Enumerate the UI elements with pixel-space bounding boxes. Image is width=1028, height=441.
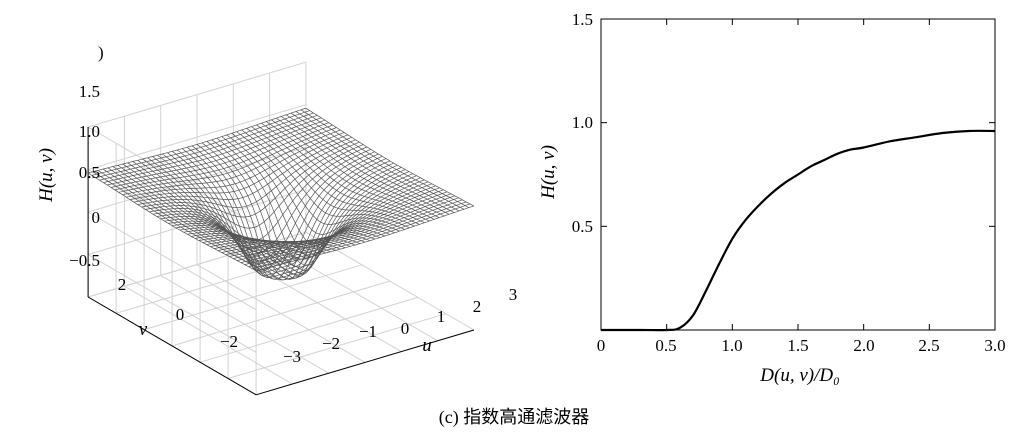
u-axis-line — [255, 329, 475, 396]
surface-plot: ) 1.5 1.0 0.5 0 −0.5 H(u, v) 2 0 −2 v −3… — [36, 43, 517, 396]
stray-mark: ) — [98, 43, 104, 62]
floor-grid-line — [115, 248, 335, 314]
v-axis-label: v — [139, 319, 148, 340]
mesh-line — [271, 119, 440, 218]
mesh-line — [145, 144, 364, 229]
u-tick-label: 0 — [401, 319, 410, 338]
z-tick-label: 0 — [92, 208, 101, 227]
mesh-line — [280, 116, 450, 215]
v-tick-label: −2 — [220, 332, 238, 351]
mesh-line — [300, 109, 470, 208]
x-axis-label: D(u, v)/D₀ — [759, 365, 839, 386]
mesh-line — [266, 121, 435, 220]
y-tick-label: 1.5 — [572, 10, 593, 29]
mesh-line — [130, 134, 349, 201]
mesh-line — [285, 114, 455, 213]
mesh-line — [126, 132, 345, 198]
y-tick-label: 1.0 — [572, 113, 593, 132]
x-tick-label: 1.5 — [787, 336, 808, 355]
u-axis-label: u — [422, 335, 432, 356]
x-tick-labels: 0 0.5 1.0 1.5 2.0 2.5 3.0 — [597, 336, 1006, 355]
z-tick-label: 1.0 — [79, 122, 100, 141]
mesh-line — [91, 110, 310, 176]
mesh-line — [256, 124, 425, 224]
mesh-line — [251, 126, 420, 225]
u-tick-label: 2 — [473, 297, 482, 316]
mesh-line — [141, 141, 360, 218]
tick-marks — [600, 18, 996, 330]
mesh-line — [164, 155, 383, 271]
mesh-line — [246, 128, 415, 227]
mesh-line — [172, 160, 391, 276]
mesh-line — [107, 119, 326, 186]
z-tick-label: −0.5 — [69, 251, 100, 270]
u-tick-label: 1 — [437, 307, 446, 326]
mesh-line — [156, 151, 375, 262]
z-tick-label: 1.5 — [79, 82, 100, 101]
u-tick-label: −3 — [283, 347, 301, 366]
x-tick-label: 3.0 — [984, 336, 1005, 355]
mesh-line — [206, 141, 376, 275]
mesh-line — [149, 146, 368, 241]
mesh-line — [216, 137, 385, 266]
mesh-line — [241, 129, 410, 229]
mesh-line — [168, 158, 387, 274]
y-tick-label: 0.5 — [572, 217, 593, 236]
mesh-line — [95, 112, 314, 179]
surface-axes — [87, 127, 475, 396]
z-axis-label: H(u, v) — [36, 148, 57, 203]
mesh-line — [110, 122, 329, 188]
mesh-line — [133, 136, 352, 203]
mesh-line — [152, 149, 371, 253]
v-tick-labels: 2 0 −2 — [118, 275, 238, 351]
v-tick-label: 0 — [176, 305, 185, 324]
x-tick-label: 2.5 — [918, 336, 939, 355]
mesh-line — [118, 127, 337, 193]
mesh-line — [201, 142, 371, 277]
mesh-line — [276, 117, 445, 217]
u-tick-label: −2 — [322, 334, 340, 353]
v-tick-label: 2 — [118, 275, 127, 294]
v-axis-line — [87, 296, 257, 396]
surface-mesh — [87, 107, 475, 281]
mesh-line — [221, 136, 390, 258]
u-tick-label: −1 — [359, 322, 377, 341]
mesh-line — [211, 139, 380, 271]
mesh-line — [305, 107, 475, 207]
x-tick-label: 0 — [597, 336, 606, 355]
mesh-line — [295, 111, 465, 210]
figure: ) 1.5 1.0 0.5 0 −0.5 H(u, v) 2 0 −2 v −3… — [36, 10, 1006, 396]
response-curve — [601, 129, 996, 332]
mesh-line — [160, 153, 379, 267]
mesh-line — [137, 139, 356, 208]
mesh-line — [226, 134, 395, 247]
figure-caption: (c) 指数高通滤波器 — [438, 407, 590, 427]
mesh-line — [122, 129, 341, 196]
mesh-line — [88, 107, 307, 174]
mesh-line — [290, 112, 460, 212]
line-plot: 0 0.5 1.0 1.5 2.0 2.5 3.0 0.5 1.0 1.5 H(… — [538, 10, 1006, 386]
z-tick-label: 0.5 — [79, 163, 100, 182]
floor-grid-line — [171, 280, 391, 347]
mesh-line — [231, 133, 400, 235]
mesh-line — [103, 117, 322, 183]
mesh-line — [114, 124, 333, 191]
y-axis-label: H(u, v) — [538, 145, 559, 200]
x-tick-label: 0.5 — [655, 336, 676, 355]
y-tick-labels: 0.5 1.0 1.5 — [572, 10, 593, 236]
surface-grid — [87, 61, 475, 396]
mesh-line — [236, 131, 405, 230]
mesh-line — [99, 115, 318, 181]
z-tick-labels: 1.5 1.0 0.5 0 −0.5 — [69, 82, 100, 270]
u-tick-labels: −3 −2 −1 0 1 2 3 — [283, 285, 517, 366]
x-tick-label: 1.0 — [721, 336, 742, 355]
mesh-line — [261, 122, 430, 222]
u-tick-label: 3 — [509, 285, 518, 304]
x-tick-label: 2.0 — [853, 336, 874, 355]
